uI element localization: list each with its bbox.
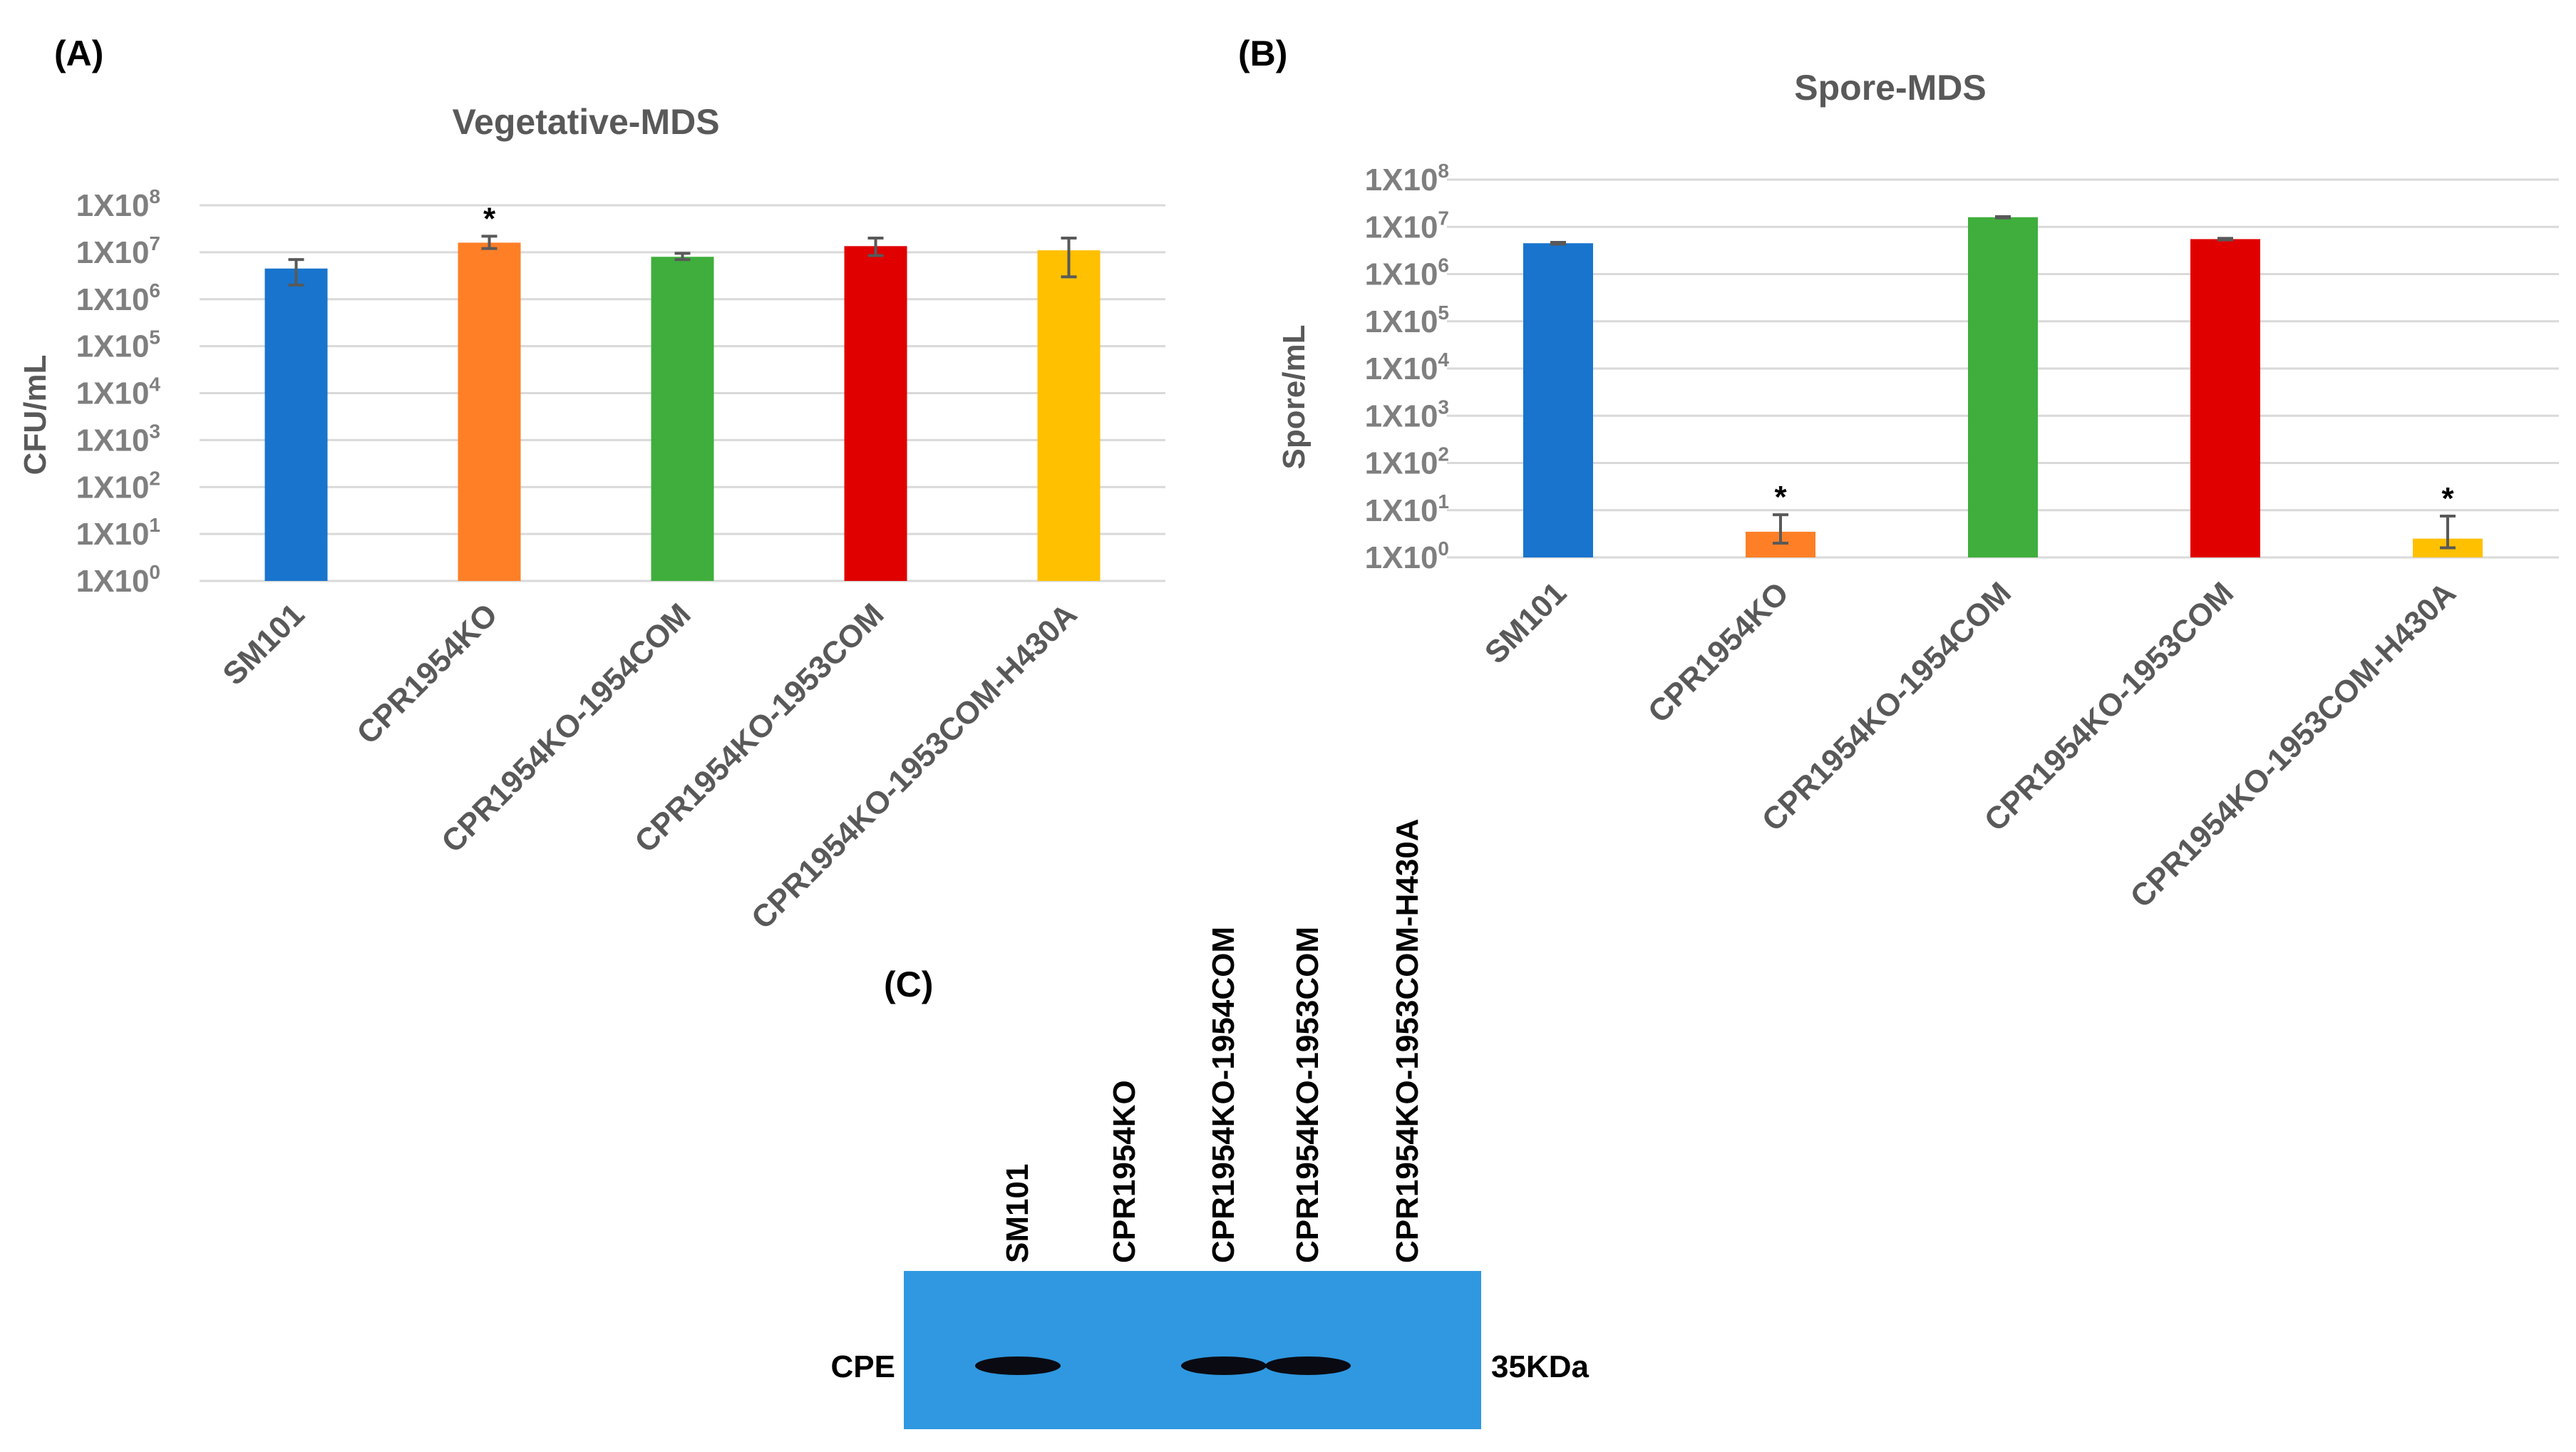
error-bar bbox=[481, 235, 498, 250]
bar-cpr1954ko bbox=[458, 242, 521, 581]
lane-label: CPR1954KO-1953COM-H430A bbox=[1390, 818, 1425, 1263]
ytick-exponent: 1 bbox=[1438, 490, 1449, 513]
chart-b-error-bars bbox=[1550, 215, 2456, 550]
ytick-exponent: 3 bbox=[1438, 396, 1449, 418]
ytick-label: 1X100 bbox=[1365, 537, 1449, 575]
error-bar bbox=[2217, 237, 2233, 242]
ytick-label: 1X107 bbox=[1365, 207, 1449, 244]
ytick-label: 1X101 bbox=[76, 514, 160, 552]
chart-b-category-labels: SM101 CPR1954KOCPR1954KO-1954COMCPR1954KO… bbox=[1478, 575, 2463, 915]
error-bar bbox=[1995, 215, 2011, 220]
ytick-label: 1X106 bbox=[1365, 254, 1449, 292]
chart-a-category-labels: SM101 CPR1954KOCPR1954KO-1954COMCPR1954KO… bbox=[216, 597, 1083, 936]
blot-membrane bbox=[904, 1271, 1481, 1429]
chart-a-error-bars bbox=[288, 235, 1077, 287]
bar-cpr1954ko-1954com bbox=[1968, 217, 2038, 557]
error-bar bbox=[674, 252, 691, 262]
ytick-exponent: 4 bbox=[1438, 349, 1449, 371]
chart-b-bars bbox=[1523, 217, 2483, 557]
cpe-band bbox=[1265, 1356, 1351, 1375]
bar-sm101 bbox=[1523, 243, 1593, 557]
ytick-label: 1X105 bbox=[1365, 302, 1449, 339]
ytick-exponent: 5 bbox=[149, 326, 160, 349]
chart-b-ytick-labels: 1X100 1X101 1X102 1X103 1X104 1X105 1X106 1X107… bbox=[1365, 160, 1450, 575]
category-label: CPR1954KO-1953COM-H430A bbox=[745, 597, 1084, 936]
ytick-label: 1X108 bbox=[1365, 160, 1449, 197]
significance-star: * bbox=[1774, 480, 1787, 515]
chart-b-annotations: * * bbox=[1774, 480, 2454, 516]
error-bar bbox=[867, 237, 884, 257]
error-bar bbox=[1773, 513, 1788, 545]
chart-b-ylabel: Spore/mL bbox=[1277, 325, 1312, 470]
bar-cpr1954ko-1954com bbox=[651, 257, 714, 581]
ytick-exponent: 3 bbox=[149, 420, 160, 442]
ytick-exponent: 8 bbox=[1438, 160, 1449, 182]
ytick-exponent: 1 bbox=[149, 514, 160, 536]
lane-label: CPR1954KO-1953COM bbox=[1290, 927, 1325, 1263]
ytick-exponent: 4 bbox=[149, 374, 160, 396]
category-label: CPR1954KO bbox=[1642, 575, 1796, 729]
error-bar bbox=[1061, 237, 1077, 279]
ytick-label: 1X103 bbox=[76, 420, 160, 458]
ytick-exponent: 8 bbox=[149, 185, 160, 207]
ytick-label: 1X100 bbox=[76, 561, 160, 599]
lane-label: SM101 bbox=[1000, 1164, 1035, 1263]
lane-label: CPR1954KO bbox=[1107, 1080, 1142, 1263]
panel-label-c: (C) bbox=[884, 964, 933, 1004]
category-label: CPR1954KO bbox=[350, 597, 504, 751]
blot-bands bbox=[975, 1356, 1351, 1375]
ytick-exponent: 7 bbox=[1438, 207, 1449, 229]
chart-a: (A) Vegetative-MDS CFU/mL 1X1001X1011X10… bbox=[18, 34, 1165, 936]
chart-a-ytick-labels: 1X100 1X101 1X102 1X103 1X104 1X105 1X106 1X107… bbox=[76, 185, 161, 599]
ytick-label: 1X105 bbox=[76, 326, 160, 364]
panel-label-b: (B) bbox=[1238, 34, 1287, 73]
ytick-label: 1X102 bbox=[1365, 443, 1449, 481]
ytick-exponent: 6 bbox=[149, 279, 160, 302]
blot-cpe-label: CPE bbox=[831, 1349, 895, 1384]
category-label: CPR1954KO-1953COM bbox=[1978, 575, 2240, 838]
cpe-band bbox=[1181, 1356, 1267, 1375]
ytick-label: 1X104 bbox=[76, 374, 161, 411]
blot-panel: (C) SM101 CPR1954KO CPR1954KO-1954COM CPR19… bbox=[831, 818, 1589, 1429]
chart-b: (B) Spore-MDS Spore/mL 1X1001X1011X1021X… bbox=[1238, 34, 2559, 915]
category-label: SM101 bbox=[216, 597, 311, 691]
category-label: CPR1954KO-1954COM bbox=[1756, 575, 2018, 838]
chart-a-bars bbox=[264, 242, 1101, 581]
bar-cpr1954ko-1953com-h430a bbox=[1037, 250, 1101, 581]
ytick-exponent: 6 bbox=[1438, 254, 1449, 277]
ytick-exponent: 2 bbox=[149, 467, 160, 489]
category-label: SM101 bbox=[1478, 575, 1573, 670]
ytick-label: 1X104 bbox=[1365, 349, 1450, 386]
blot-size-label: 35KDa bbox=[1491, 1349, 1589, 1384]
chart-a-ylabel: CFU/mL bbox=[18, 355, 53, 475]
chart-a-annotations: * bbox=[483, 201, 496, 236]
chart-b-title: Spore-MDS bbox=[1794, 68, 1986, 108]
ytick-label: 1X101 bbox=[1365, 490, 1449, 528]
bar-sm101 bbox=[264, 268, 328, 581]
chart-a-title: Vegetative-MDS bbox=[452, 102, 719, 142]
lane-label: CPR1954KO-1954COM bbox=[1206, 927, 1241, 1263]
bar-cpr1954ko-1953com bbox=[2190, 239, 2260, 557]
ytick-exponent: 7 bbox=[149, 232, 160, 254]
ytick-label: 1X108 bbox=[76, 185, 160, 223]
bar-cpr1954ko-1953com bbox=[844, 246, 907, 581]
ytick-label: 1X107 bbox=[76, 232, 160, 270]
significance-star: * bbox=[483, 201, 496, 236]
ytick-exponent: 2 bbox=[1438, 443, 1449, 465]
ytick-label: 1X103 bbox=[1365, 396, 1449, 433]
error-bar bbox=[1550, 240, 1566, 246]
ytick-label: 1X106 bbox=[76, 279, 160, 317]
blot-lane-labels: SM101 CPR1954KO CPR1954KO-1954COM CPR1954KO… bbox=[1000, 818, 1425, 1263]
ytick-exponent: 5 bbox=[1438, 302, 1449, 324]
ytick-exponent: 0 bbox=[149, 561, 160, 583]
ytick-label: 1X102 bbox=[76, 467, 160, 505]
panel-label-a: (A) bbox=[54, 34, 103, 73]
significance-star: * bbox=[2441, 481, 2454, 516]
cpe-band bbox=[975, 1356, 1061, 1375]
error-bar bbox=[288, 258, 304, 287]
ytick-exponent: 0 bbox=[1438, 537, 1449, 560]
error-bar bbox=[2440, 515, 2456, 550]
